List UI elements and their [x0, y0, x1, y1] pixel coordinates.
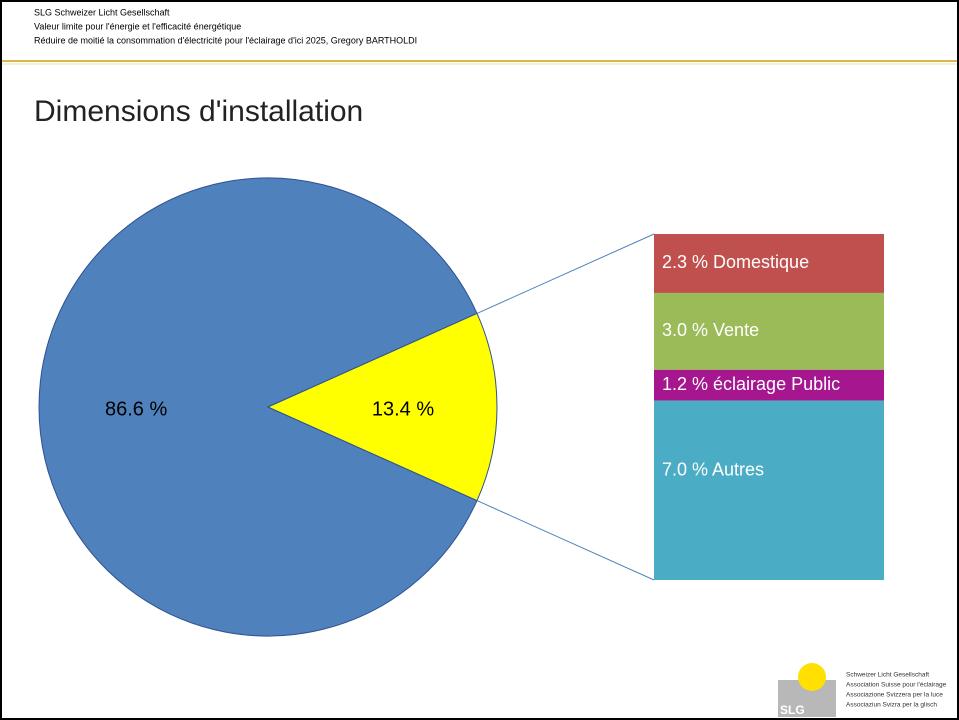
connector — [476, 233, 655, 314]
logo-mark: SLG — [780, 703, 805, 717]
pie-slice — [38, 177, 478, 637]
header-line: SLG Schweizer Licht Gesellschaft — [34, 7, 170, 17]
logo-line: Associaziun Svizra per la glisch — [846, 702, 937, 709]
bar-label: 7.0 % Autres — [662, 459, 764, 479]
header-line: Réduire de moitié la consommation d'élec… — [34, 35, 417, 45]
bar-label: 1.2 % éclairage Public — [662, 374, 840, 394]
logo-line: Association Suisse pour l'éclairage — [846, 682, 947, 689]
bar-segment — [654, 234, 884, 293]
connector — [476, 500, 655, 581]
bar-label: 2.3 % Domestique — [662, 252, 809, 272]
pie-label: 86.6 % — [105, 398, 167, 420]
bar-segment — [654, 369, 884, 401]
logo-line: Associazione Svizzera per la luce — [846, 692, 943, 699]
logo: SLG Schweizer Licht Gesellschaft Associa… — [778, 663, 947, 717]
slide-title: Dimensions d'installation — [34, 95, 363, 128]
logo-line: Schweizer Licht Gesellschaft — [846, 672, 929, 679]
bar-label: 3.0 % Vente — [662, 320, 759, 340]
header-line: Valeur limite pour l'énergie et l'effica… — [34, 21, 241, 31]
bar-segment — [654, 400, 884, 580]
pie-label: 13.4 % — [372, 398, 434, 420]
pie-slice — [266, 312, 498, 502]
logo-sun — [798, 663, 826, 691]
bar-segment — [654, 292, 884, 370]
